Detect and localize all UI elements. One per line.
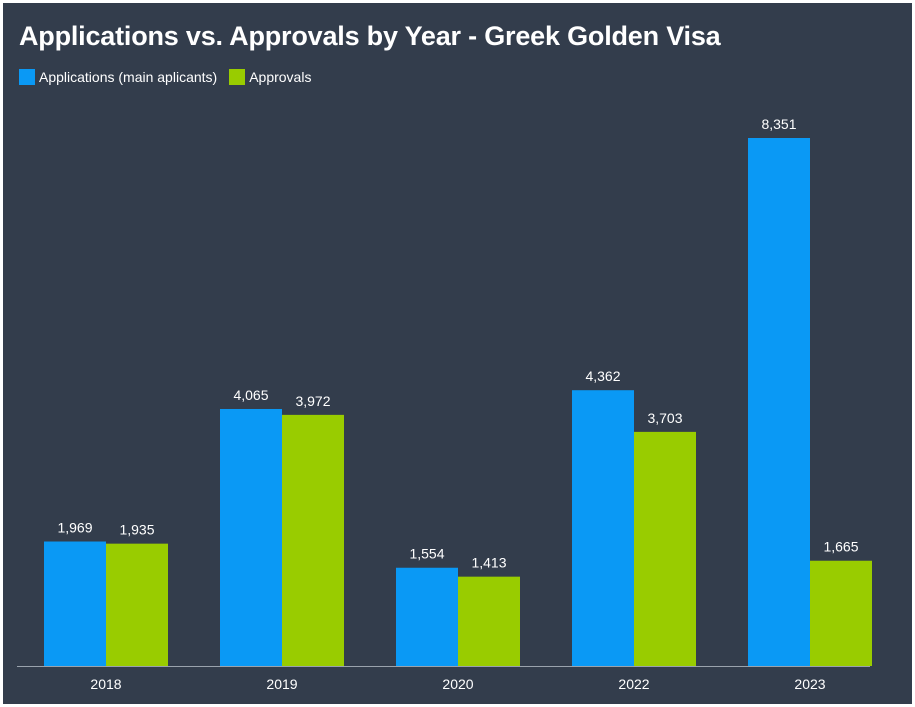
data-label-approvals-2019: 3,972 (295, 393, 330, 409)
data-label-approvals-2023: 1,665 (823, 539, 858, 555)
bar-approvals-2019[interactable] (282, 414, 344, 666)
data-label-approvals-2020: 1,413 (471, 555, 506, 571)
x-tick-label-2022: 2022 (618, 676, 649, 692)
legend-item-approvals[interactable]: Approvals (229, 69, 311, 85)
chart-card: Applications vs. Approvals by Year - Gre… (3, 3, 912, 704)
x-tick-label-2020: 2020 (442, 676, 473, 692)
bar-approvals-2018[interactable] (106, 543, 168, 666)
legend-item-applications[interactable]: Applications (main aplicants) (19, 69, 217, 85)
data-label-applications-2018: 1,969 (57, 520, 92, 536)
bar-applications-2019[interactable] (220, 408, 282, 666)
bar-approvals-2023[interactable] (810, 560, 872, 666)
bar-approvals-2022[interactable] (634, 431, 696, 666)
bar-applications-2020[interactable] (396, 567, 458, 666)
data-label-applications-2019: 4,065 (233, 387, 268, 403)
bar-applications-2022[interactable] (572, 390, 634, 666)
bar-chart: 1,969 1,935 2018 4,065 3,972 2019 1,554 1,413 20… (17, 116, 872, 692)
x-tick-label-2019: 2019 (266, 676, 297, 692)
legend-swatch-approvals (229, 69, 246, 85)
data-label-applications-2022: 4,362 (585, 368, 620, 384)
data-label-applications-2020: 1,554 (409, 546, 444, 562)
data-label-approvals-2018: 1,935 (119, 522, 154, 538)
data-label-approvals-2022: 3,703 (647, 410, 682, 426)
chart-title: Applications vs. Approvals by Year - Gre… (19, 21, 721, 51)
legend-label-approvals: Approvals (249, 69, 312, 85)
bar-approvals-2020[interactable] (458, 576, 520, 666)
x-tick-label-2023: 2023 (794, 676, 825, 692)
data-label-applications-2023: 8,351 (761, 116, 796, 132)
legend-label-applications: Applications (main aplicants) (39, 69, 218, 85)
chart-legend: Applications (main aplicants) Approvals (19, 69, 323, 85)
legend-swatch-applications (19, 69, 35, 85)
x-tick-label-2018: 2018 (90, 676, 121, 692)
bar-applications-2023[interactable] (748, 138, 810, 666)
bar-applications-2018[interactable] (44, 541, 106, 666)
